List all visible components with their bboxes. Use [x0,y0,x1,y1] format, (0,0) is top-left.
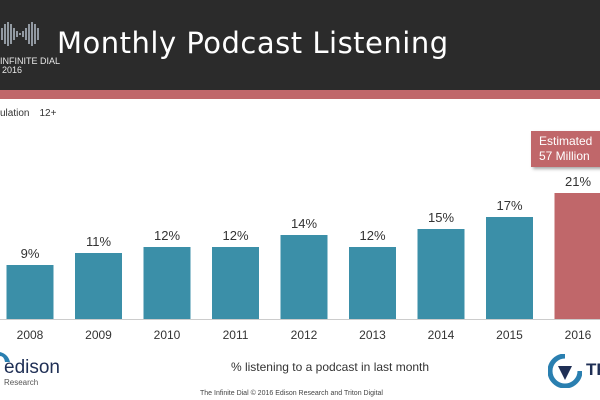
estimate-callout: Estimated 57 Million [531,131,600,167]
x-tick-2010: 2010 [154,328,181,342]
estimate-line1: Estimated [539,134,593,148]
logo-text: INFINITE DIAL [0,56,61,66]
value-label-2013: 12% [359,228,385,243]
logo-year: 2016 [2,65,23,75]
value-label-2014: 15% [428,210,454,225]
bar-2016 [554,193,600,319]
value-label-2016: 21% [565,174,591,189]
triton-logo-text: TRI [586,360,600,379]
population-label: ulation 12+ [0,108,56,119]
edison-logo-icon [0,352,10,362]
value-label-2008: 9% [21,246,40,261]
estimate-line2: 57 Million [539,149,590,163]
x-tick-2011: 2011 [223,328,249,342]
x-tick-2012: 2012 [291,328,318,342]
chart-subtitle: % listening to a podcast in last month [230,360,430,374]
value-label-2015: 17% [496,198,522,213]
triton-logo-icon [548,354,582,388]
infinite-dial-logo-icon [1,22,39,46]
x-tick-2014: 2014 [428,328,455,342]
page-title: Monthly Podcast Listening [57,26,449,60]
x-tick-2009: 2009 [85,328,112,342]
edison-logo-subtext: Research [4,378,39,387]
x-tick-2013: 2013 [359,328,386,342]
population-text: ulation [0,108,30,119]
bar-2010 [143,247,191,319]
x-tick-2015: 2015 [496,328,523,342]
x-tick-2008: 2008 [17,328,44,342]
footer-copyright: The Infinite Dial © 2016 Edison Research… [200,390,383,397]
value-label-2010: 12% [154,228,180,243]
value-label-2012: 14% [291,216,317,231]
bar-2012 [280,235,328,319]
bar-2013 [349,247,396,319]
bar-2009 [75,253,122,319]
value-label-2009: 11% [86,234,111,249]
value-label-2011: 12% [222,228,248,243]
population-age: 12+ [39,108,57,119]
header-stripe [0,90,600,99]
x-tick-2016: 2016 [565,328,592,342]
bar-2015 [486,217,533,319]
edison-logo-text: edison [4,357,60,378]
bar-2014 [417,229,465,319]
header-bar [0,0,600,90]
bar-2008 [6,265,54,319]
bar-2011 [212,247,259,319]
